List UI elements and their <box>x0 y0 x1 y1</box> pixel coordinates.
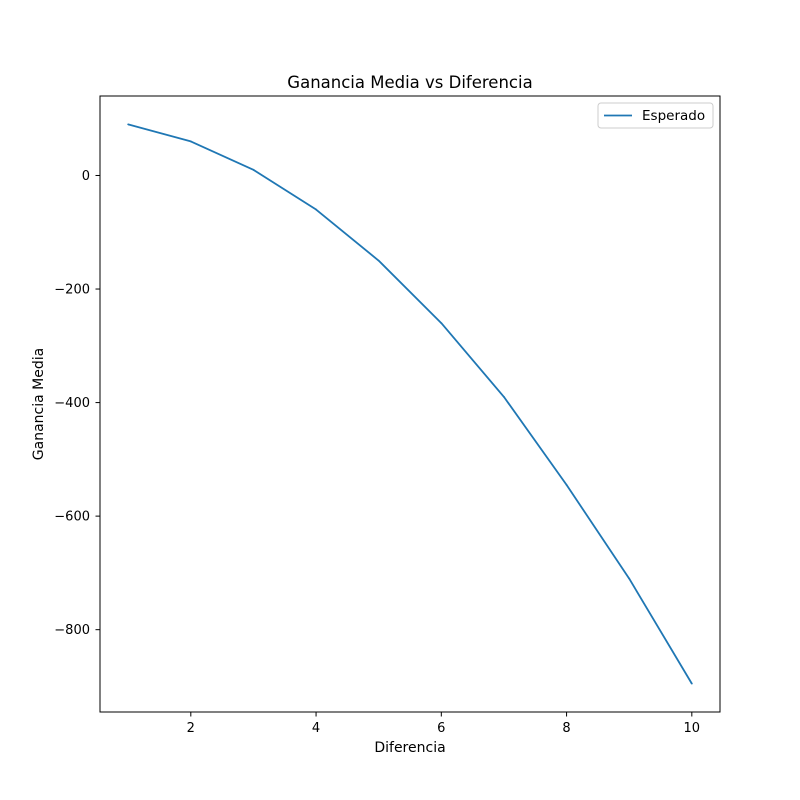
series-line-esperado <box>127 123 693 685</box>
plot-frame <box>99 95 721 713</box>
x-axis-title: Diferencia <box>374 740 445 756</box>
y-tick-label: −800 <box>54 623 90 638</box>
data-point <box>189 140 192 143</box>
chart-title: Ganancia Media vs Diferencia <box>287 73 532 92</box>
x-tick-label: 2 <box>187 721 195 736</box>
y-axis-title: Ganancia Media <box>31 348 47 460</box>
data-point <box>690 682 693 685</box>
x-tick-label: 10 <box>684 721 701 736</box>
y-tick-label: −200 <box>54 283 90 298</box>
data-point <box>628 577 631 580</box>
y-tick-label: 0 <box>82 169 90 184</box>
data-point <box>440 322 443 324</box>
y-axis: 0 −200 −400 −600 −800 <box>54 169 100 638</box>
legend-box <box>597 102 714 129</box>
data-point <box>503 396 505 398</box>
plot-area <box>100 96 720 712</box>
x-tick-label: 4 <box>312 721 320 736</box>
data-point <box>377 259 380 262</box>
series-points <box>127 123 693 685</box>
y-tick-label: −600 <box>54 510 90 525</box>
data-point <box>565 484 568 486</box>
y-tick-label: −400 <box>54 396 90 411</box>
x-tick-label: 8 <box>562 721 570 736</box>
data-point <box>127 123 130 126</box>
legend: Esperado <box>597 102 714 129</box>
x-tick-label: 6 <box>437 721 445 736</box>
data-point <box>252 168 255 171</box>
legend-label-esperado: Esperado <box>642 108 705 124</box>
x-axis: 2 4 6 8 10 <box>187 712 700 736</box>
data-point <box>315 208 317 211</box>
